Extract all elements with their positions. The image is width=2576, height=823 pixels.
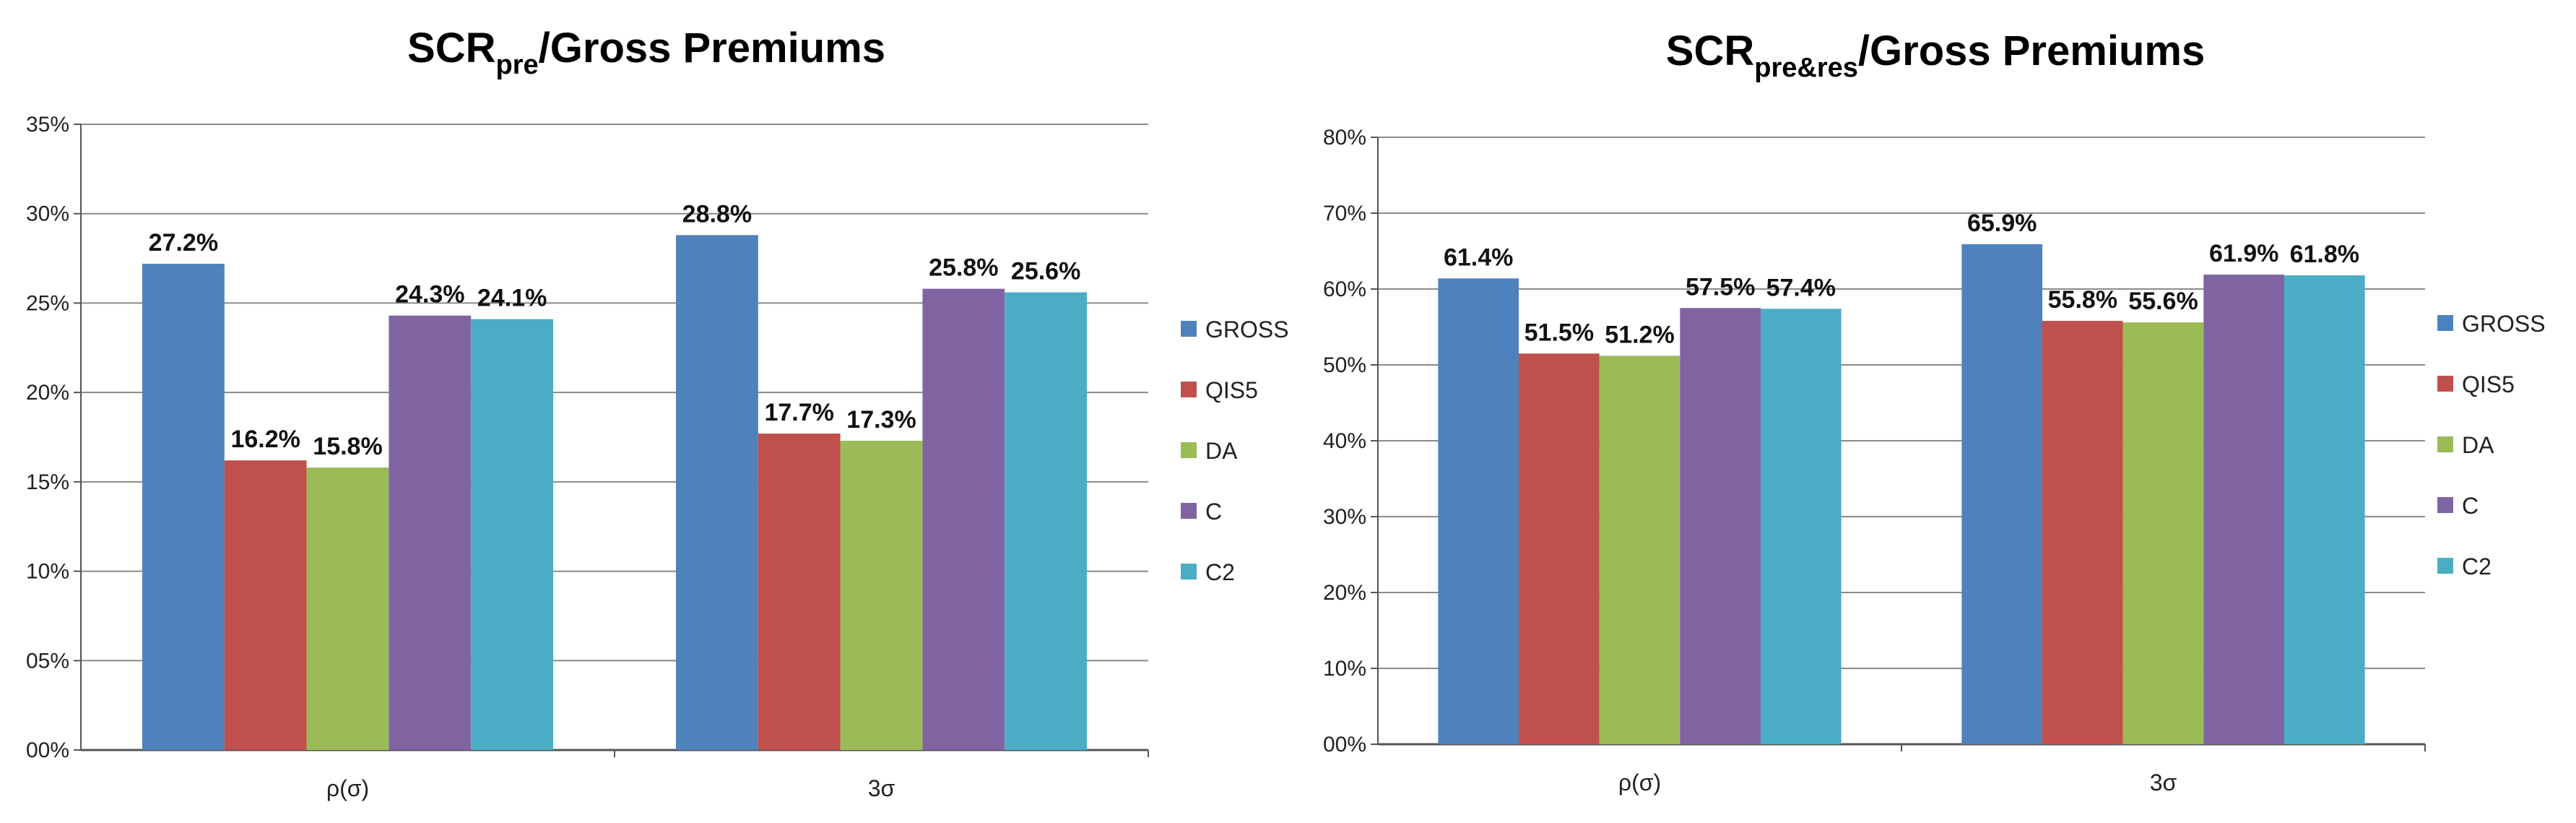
- x-category-label: 3σ: [868, 775, 895, 801]
- legend-swatch-c2: [2437, 558, 2453, 574]
- x-category-label: ρ(σ): [1618, 770, 1661, 796]
- data-label: 27.2%: [149, 229, 218, 257]
- bar-qis5-1: [224, 460, 307, 750]
- y-tick-label: 10%: [1323, 657, 1366, 681]
- title-main: SCR: [407, 25, 495, 72]
- data-label: 61.8%: [2290, 241, 2359, 268]
- data-label: 57.4%: [1766, 274, 1836, 301]
- data-label: 65.9%: [1967, 210, 2037, 237]
- data-label: 61.4%: [1444, 244, 1513, 271]
- bar-da-2: [2122, 322, 2204, 744]
- legend-swatch-c: [2437, 497, 2453, 513]
- bar-qis5-2: [2042, 321, 2123, 745]
- legend-swatch-gross: [1181, 321, 1197, 337]
- title-main: SCR: [1666, 27, 1754, 74]
- title-rest: /Gross Premiums: [539, 25, 885, 72]
- data-label: 15.8%: [313, 433, 382, 460]
- data-label: 17.3%: [846, 406, 916, 434]
- bar-gross-1: [142, 263, 225, 751]
- data-label: 25.8%: [929, 254, 998, 282]
- bar-c-1: [389, 315, 472, 751]
- bar-c-1: [1680, 308, 1761, 744]
- legend-label-qis5: QIS5: [2462, 371, 2515, 397]
- bar-c-2: [922, 288, 1005, 750]
- data-label: 25.6%: [1011, 258, 1080, 285]
- data-label: 55.6%: [2128, 288, 2198, 315]
- data-label: 28.8%: [682, 200, 752, 228]
- legend-label-qis5: QIS5: [1205, 377, 1258, 403]
- y-tick-label: 35%: [26, 113, 69, 137]
- y-tick-label: 15%: [26, 470, 69, 494]
- y-tick-label: 05%: [26, 649, 69, 673]
- chart-scr-pre-res: SCRpre&res/Gross Premiums 00% 10% 20% 30% 40%…: [1323, 27, 2546, 796]
- legend-label-c: C: [2462, 493, 2479, 519]
- legend-swatch-da: [1181, 442, 1197, 458]
- legend-label-gross: GROSS: [1205, 316, 1289, 342]
- y-tick-label: 80%: [1323, 126, 1366, 150]
- y-tick-label: 40%: [1323, 429, 1366, 453]
- legend-swatch-c2: [1181, 564, 1197, 579]
- y-tick-label: 20%: [26, 381, 69, 405]
- data-label: 16.2%: [230, 426, 300, 453]
- y-tick-label: 00%: [26, 738, 69, 762]
- bar-da-1: [1599, 356, 1681, 744]
- y-tick-label: 10%: [26, 560, 69, 584]
- bar-qis5-2: [758, 434, 841, 750]
- legend-label-c2: C2: [1205, 559, 1235, 585]
- bar-da-1: [306, 467, 389, 750]
- title-rest: /Gross Premiums: [1858, 27, 2205, 74]
- legend-swatch-da: [2437, 436, 2453, 452]
- title-subscript: pre: [496, 50, 539, 80]
- legend-label-da: DA: [2462, 432, 2494, 458]
- data-label: 51.2%: [1605, 321, 1674, 348]
- data-label: 61.9%: [2209, 240, 2278, 267]
- chart-title: SCRpre&res/Gross Premiums: [1666, 27, 2205, 83]
- bar-c-2: [2203, 275, 2284, 744]
- legend-label-gross: GROSS: [2462, 311, 2546, 337]
- bar-da-2: [840, 440, 923, 750]
- y-tick-label: 30%: [26, 202, 69, 226]
- bar-gross-2: [675, 235, 758, 750]
- y-tick-label: 25%: [26, 291, 69, 315]
- data-label: 17.7%: [764, 399, 833, 426]
- bar-qis5-1: [1519, 353, 1600, 744]
- data-label: 24.1%: [477, 285, 547, 312]
- y-tick-label: 60%: [1323, 277, 1366, 301]
- data-label: 51.5%: [1525, 319, 1594, 346]
- data-label: 57.5%: [1686, 273, 1755, 301]
- chart-title: SCRpre/Gross Premiums: [407, 25, 885, 80]
- legend-label-c: C: [1205, 499, 1222, 525]
- y-tick-label: 30%: [1323, 505, 1366, 529]
- data-label: 55.8%: [2048, 286, 2117, 314]
- legend-label-c2: C2: [2462, 553, 2492, 579]
- x-category-label: 3σ: [2150, 770, 2177, 796]
- bar-gross-2: [1961, 244, 2043, 744]
- y-tick-label: 50%: [1323, 353, 1366, 377]
- y-tick-label: 70%: [1323, 202, 1366, 225]
- y-tick-label: 20%: [1323, 581, 1366, 605]
- bar-c2-1: [1760, 309, 1842, 744]
- legend-label-da: DA: [1205, 438, 1238, 464]
- bar-gross-1: [1438, 278, 1519, 744]
- legend-swatch-qis5: [2437, 376, 2453, 392]
- bar-c2-2: [1005, 292, 1088, 750]
- legend-swatch-qis5: [1181, 382, 1197, 397]
- y-tick-label: 00%: [1323, 733, 1366, 757]
- x-category-label: ρ(σ): [326, 775, 369, 801]
- chart-scr-pre: SCRpre/Gross Premiums 00% 05% 10% 15% 20% 25% 3…: [26, 25, 1289, 801]
- legend-swatch-gross: [2437, 315, 2453, 331]
- bar-c2-2: [2284, 275, 2365, 745]
- legend-swatch-c: [1181, 503, 1197, 519]
- bar-c2-1: [471, 319, 554, 750]
- data-label: 24.3%: [395, 281, 464, 309]
- title-subscript: pre&res: [1754, 53, 1858, 83]
